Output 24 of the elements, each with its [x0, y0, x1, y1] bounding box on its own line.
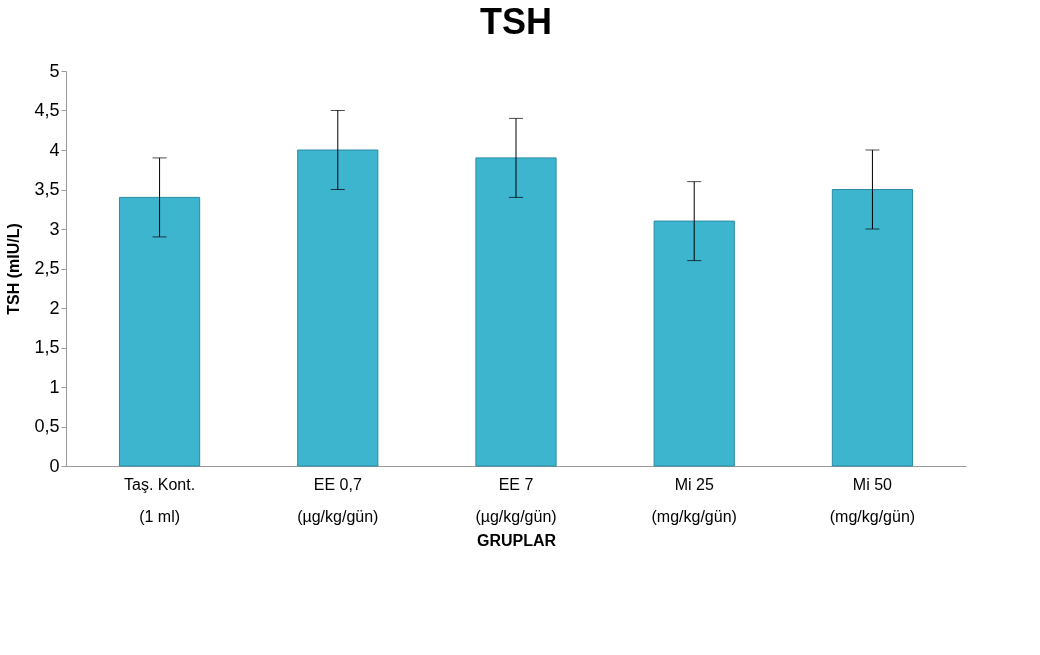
x-tick-label: Mi 25 (mg/kg/gün) [651, 475, 737, 525]
y-tick-label: 1 [49, 376, 60, 397]
y-tick-label: 1,5 [34, 337, 60, 357]
y-tick-label: 2,5 [34, 258, 60, 278]
y-tick-label: 3 [49, 218, 60, 239]
y-axis-title: TSH (mIU/L) [5, 223, 23, 315]
x-tick-label: EE 7 (µg/kg/gün) [475, 475, 557, 525]
x-axis-title: GRUPLAR [476, 531, 557, 549]
bar [831, 189, 914, 467]
y-tick-label: 4,5 [34, 100, 60, 120]
chart-title: TSH [480, 1, 552, 42]
x-tick-label: Mi 50 (mg/kg/gün) [829, 475, 916, 525]
bar [118, 196, 201, 467]
y-tick-label: 0,5 [34, 416, 60, 436]
y-tick-label: 0 [49, 455, 60, 476]
y-tick-label: 2 [49, 297, 60, 318]
bar [297, 149, 379, 467]
bar [653, 220, 735, 467]
x-tick-label: EE 0,7 (µg/kg/gün) [297, 475, 379, 525]
y-tick-label: 4 [49, 139, 60, 160]
y-tick-label: 5 [49, 60, 60, 81]
y-tick-label: 3,5 [34, 179, 60, 199]
bar [475, 157, 557, 467]
x-tick-label: Taş. Kont. (1 ml) [123, 475, 196, 525]
